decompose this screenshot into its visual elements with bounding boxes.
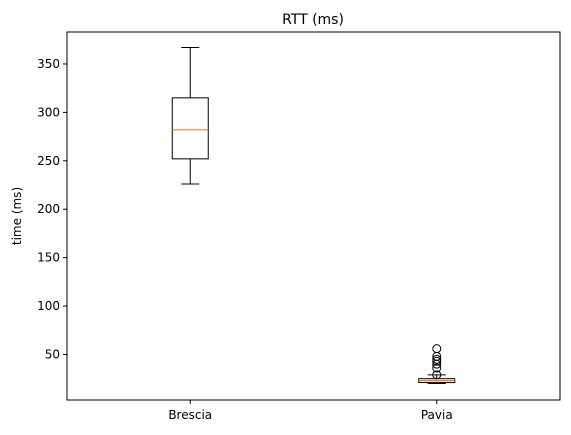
y-axis-label: time (ms) (10, 187, 24, 245)
box-group-pavia: Pavia (418, 344, 456, 422)
y-tick-label: 250 (37, 154, 60, 168)
x-tick-label: Brescia (168, 408, 212, 422)
y-tick-label: 300 (37, 105, 60, 119)
outlier-point (432, 354, 442, 364)
outlier-point (432, 363, 442, 373)
y-tick-label: 350 (37, 57, 60, 71)
y-tick-label: 200 (37, 202, 60, 216)
box-iqr (171, 97, 209, 160)
outlier-point (432, 344, 442, 354)
chart-title: RTT (ms) (282, 12, 344, 28)
plot-frame (66, 31, 561, 401)
x-tick-label: Pavia (421, 408, 453, 422)
plot-area: 50 100 150 200 250 300 350 Brescia Pavia (37, 46, 456, 422)
outlier-point (432, 370, 442, 380)
y-tick-label: 50 (45, 347, 60, 361)
box-group-brescia: Brescia (168, 46, 212, 422)
y-tick-label: 100 (37, 299, 60, 313)
y-tick-label: 150 (37, 251, 60, 265)
